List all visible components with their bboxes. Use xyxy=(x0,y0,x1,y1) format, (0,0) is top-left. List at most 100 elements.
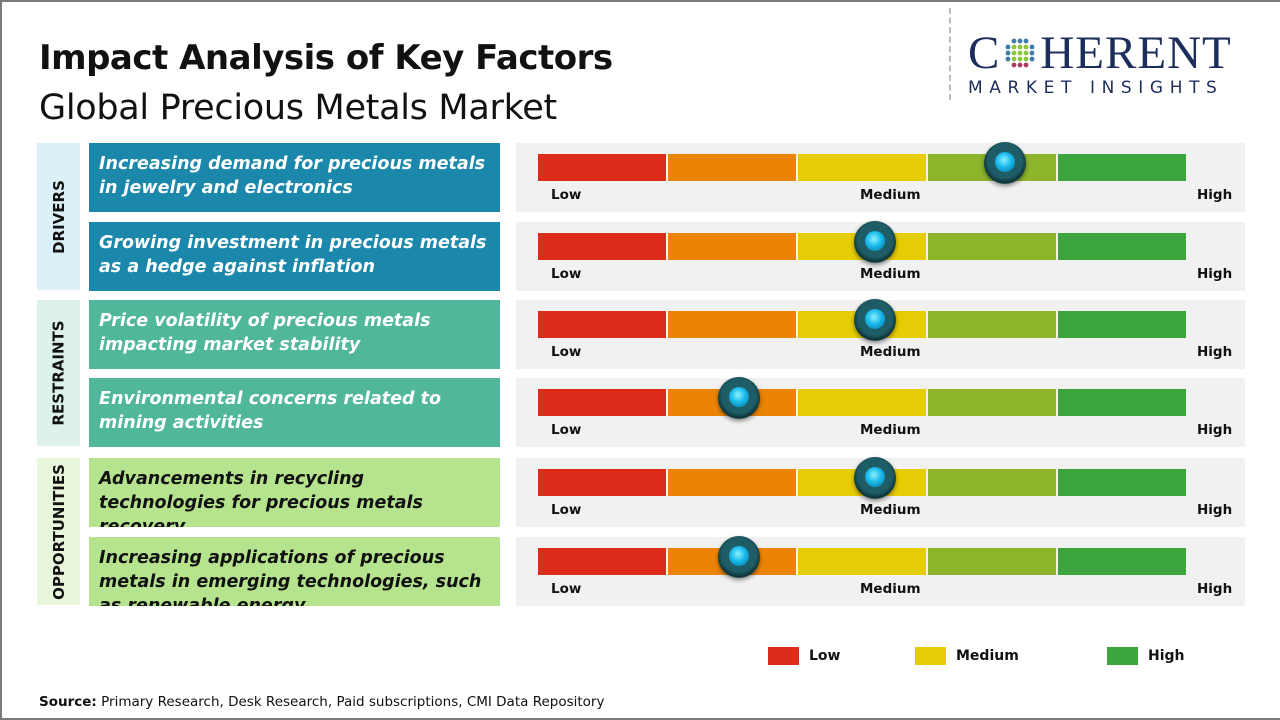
gauge-low-label: Low xyxy=(551,502,582,518)
gauge-medium-label: Medium xyxy=(860,422,921,438)
gauge-segment xyxy=(928,233,1058,260)
impact-indicator-knob xyxy=(853,299,896,341)
globe-dot xyxy=(1023,38,1029,44)
globe-dot xyxy=(1017,50,1023,56)
impact-indicator-knob xyxy=(983,142,1026,184)
legend-label: Medium xyxy=(956,648,1019,664)
gauge-segment xyxy=(668,311,798,338)
gauge-segment xyxy=(668,154,798,181)
globe-dot xyxy=(1017,44,1023,50)
gauge-medium-label: Medium xyxy=(860,187,921,203)
source-label: Source: xyxy=(39,694,97,710)
gauge-segment xyxy=(1058,548,1186,575)
gauge-segment xyxy=(798,548,928,575)
gauge-segment xyxy=(538,389,668,416)
legend-swatch xyxy=(915,647,946,665)
factor-text: Increasing applications of precious meta… xyxy=(89,537,500,606)
globe-dot xyxy=(1011,56,1017,62)
gauge-segment xyxy=(538,469,668,496)
globe-dot xyxy=(1029,44,1035,50)
gauge-low-label: Low xyxy=(551,266,582,282)
impact-indicator-knob xyxy=(853,457,896,499)
impact-gauge: Low Medium High xyxy=(516,299,1245,369)
factor-text: Growing investment in precious metals as… xyxy=(89,222,500,291)
globe-dot xyxy=(1023,50,1029,56)
globe-logo-icon xyxy=(1005,38,1035,68)
category-restraints: RESTRAINTS xyxy=(37,300,80,446)
legend-swatch xyxy=(1107,647,1138,665)
gauge-medium-label: Medium xyxy=(860,502,921,518)
gauge-segment xyxy=(1058,154,1186,181)
gauge-medium-label: Medium xyxy=(860,581,921,597)
globe-dot xyxy=(1011,50,1017,56)
category-drivers: DRIVERS xyxy=(37,143,80,290)
legend-item: Medium xyxy=(915,647,1019,665)
logo-divider xyxy=(949,8,951,100)
gauge-segment xyxy=(928,469,1058,496)
impact-gauge: Low Medium High xyxy=(516,536,1245,606)
legend-item: Low xyxy=(768,647,840,665)
category-label: DRIVERS xyxy=(49,179,68,254)
company-logo: C HERENT MARKET INSIGHTS xyxy=(968,27,1232,99)
gauge-bar xyxy=(538,469,1186,496)
category-label: RESTRAINTS xyxy=(49,320,68,426)
source-text: Primary Research, Desk Research, Paid su… xyxy=(101,694,605,710)
gauge-segment xyxy=(798,389,928,416)
page-subtitle: Global Precious Metals Market xyxy=(39,88,557,128)
legend-item: High xyxy=(1107,647,1185,665)
globe-dot xyxy=(1011,44,1017,50)
gauge-segment xyxy=(668,233,798,260)
gauge-bar xyxy=(538,154,1186,181)
globe-dot xyxy=(1005,50,1011,56)
gauge-high-label: High xyxy=(1197,187,1233,203)
impact-indicator-knob xyxy=(717,377,760,419)
globe-dot xyxy=(1017,38,1023,44)
gauge-segment xyxy=(928,311,1058,338)
impact-gauge: Low Medium High xyxy=(516,142,1245,212)
category-opportunities: OPPORTUNITIES xyxy=(37,458,80,605)
gauge-segment xyxy=(928,389,1058,416)
legend-label: High xyxy=(1148,648,1185,664)
gauge-segment xyxy=(538,548,668,575)
globe-dot xyxy=(1023,62,1029,68)
gauge-segment xyxy=(538,154,668,181)
globe-dot xyxy=(1023,56,1029,62)
globe-dot xyxy=(1023,44,1029,50)
gauge-high-label: High xyxy=(1197,266,1233,282)
category-label: OPPORTUNITIES xyxy=(49,463,68,600)
gauge-low-label: Low xyxy=(551,344,582,360)
globe-dot xyxy=(1029,56,1035,62)
gauge-medium-label: Medium xyxy=(860,266,921,282)
gauge-medium-label: Medium xyxy=(860,344,921,360)
gauge-segment xyxy=(1058,233,1186,260)
gauge-low-label: Low xyxy=(551,187,582,203)
gauge-segment xyxy=(1058,389,1186,416)
legend-swatch xyxy=(768,647,799,665)
globe-dot xyxy=(1011,62,1017,68)
source-note: Source: Primary Research, Desk Research,… xyxy=(39,694,604,710)
gauge-segment xyxy=(1058,311,1186,338)
globe-dot xyxy=(1005,56,1011,62)
gauge-high-label: High xyxy=(1197,581,1233,597)
gauge-bar xyxy=(538,389,1186,416)
globe-dot xyxy=(1017,56,1023,62)
impact-indicator-knob xyxy=(717,536,760,578)
gauge-segment xyxy=(538,311,668,338)
gauge-segment xyxy=(928,548,1058,575)
gauge-segment xyxy=(798,154,928,181)
gauge-low-label: Low xyxy=(551,581,582,597)
gauge-high-label: High xyxy=(1197,502,1233,518)
factor-text: Environmental concerns related to mining… xyxy=(89,378,500,447)
globe-dot xyxy=(1011,38,1017,44)
gauge-segment xyxy=(668,469,798,496)
impact-indicator-knob xyxy=(853,221,896,263)
gauge-high-label: High xyxy=(1197,422,1233,438)
factor-text: Price volatility of precious metals impa… xyxy=(89,300,500,369)
globe-dot xyxy=(1029,50,1035,56)
globe-dot xyxy=(1017,62,1023,68)
factor-text: Increasing demand for precious metals in… xyxy=(89,143,500,212)
gauge-segment xyxy=(1058,469,1186,496)
impact-gauge: Low Medium High xyxy=(516,457,1245,527)
gauge-segment xyxy=(538,233,668,260)
